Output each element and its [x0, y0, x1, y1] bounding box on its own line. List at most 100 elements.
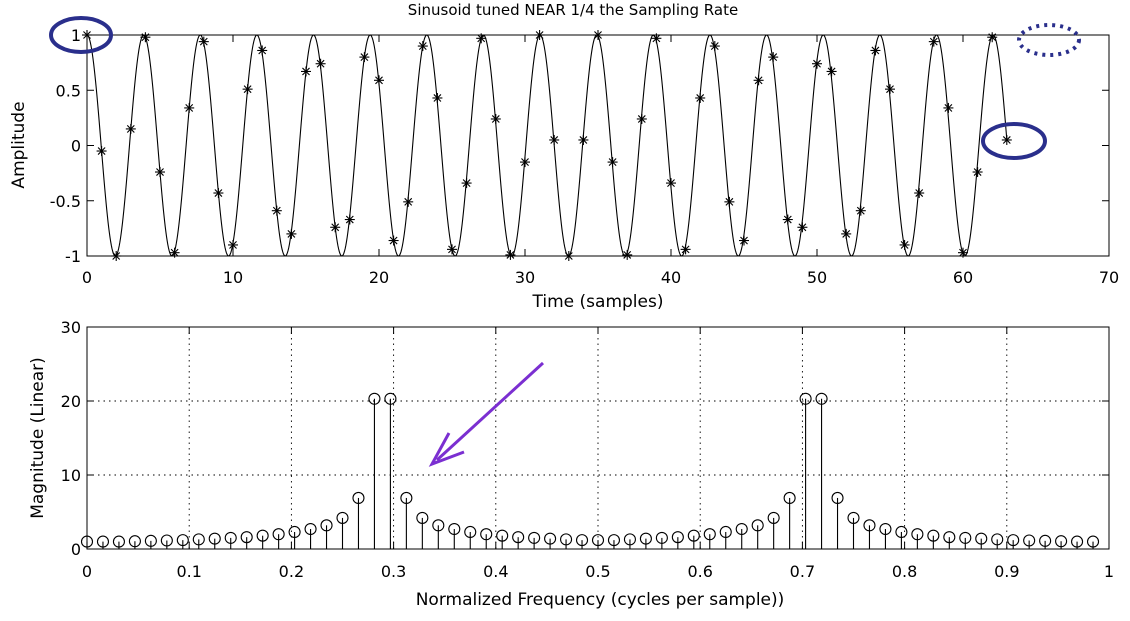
- top-chart-title: Sinusoid tuned NEAR 1/4 the Sampling Rat…: [408, 1, 738, 19]
- bottom-stem-marker: [719, 525, 732, 539]
- bottom-y-tick-label: 10: [61, 466, 81, 485]
- bottom-stem: [639, 532, 652, 549]
- bottom-stem-marker: [352, 491, 365, 504]
- bottom-stem-marker: [975, 532, 988, 545]
- top-y-tick-label: -0.5: [50, 192, 81, 211]
- bottom-x-tick-label: 0.1: [176, 562, 201, 581]
- bottom-stem-marker: [432, 519, 445, 532]
- top-sample-marker: [461, 178, 472, 189]
- top-sample-marker: [125, 123, 136, 134]
- top-sample-marker-stroke: [126, 125, 135, 133]
- top-sample-marker-stroke: [842, 229, 851, 238]
- top-sample-marker: [1001, 134, 1012, 145]
- bottom-stem: [128, 535, 141, 549]
- top-sample-marker-stroke: [316, 59, 325, 68]
- top-sample-marker: [315, 58, 326, 69]
- top-x-tick-label: 40: [661, 268, 681, 287]
- top-sample-marker-stroke: [302, 67, 310, 76]
- bottom-stem-marker: [320, 519, 333, 532]
- top-sample-marker: [899, 239, 910, 250]
- top-plot-area: [86, 34, 1110, 257]
- top-sample-marker-stroke: [535, 31, 544, 39]
- top-sample-marker: [476, 33, 487, 44]
- top-y-tick-label: 1: [71, 26, 81, 45]
- bottom-stem-marker: [703, 528, 716, 541]
- bottom-stem: [703, 528, 716, 549]
- top-sample-marker-stroke: [623, 250, 632, 259]
- top-chart: Sinusoid tuned NEAR 1/4 the Sampling Rat…: [9, 1, 1119, 312]
- top-x-tick-label: 50: [807, 268, 827, 287]
- annotation-ellipse-last-sample: [981, 122, 1047, 160]
- top-x-tick-label: 20: [369, 268, 389, 287]
- bottom-stem-marker: [655, 531, 668, 544]
- top-sample-marker: [724, 196, 735, 207]
- bottom-stem: [847, 511, 860, 549]
- bottom-stem-marker: [1023, 534, 1036, 547]
- top-sample-markers: [82, 30, 1012, 261]
- bottom-stem: [751, 519, 764, 549]
- bottom-stem: [831, 491, 844, 549]
- top-sample-marker: [344, 214, 355, 225]
- bottom-stem-marker: [847, 511, 860, 524]
- top-sample-marker-stroke: [579, 136, 588, 144]
- bottom-stem: [895, 525, 908, 549]
- top-sample-marker-stroke: [404, 197, 413, 206]
- top-sample-marker: [636, 113, 647, 124]
- top-sample-marker: [885, 84, 895, 95]
- bottom-x-tick-label: 0.5: [585, 562, 610, 581]
- bottom-stem: [336, 511, 349, 549]
- bottom-stem-marker: [751, 519, 764, 532]
- bottom-stem: [655, 531, 668, 549]
- top-sample-marker: [140, 32, 151, 43]
- top-x-tick-label: 60: [953, 268, 973, 287]
- top-sample-marker: [432, 92, 443, 103]
- top-sample-marker-stroke: [170, 248, 179, 257]
- bottom-stem: [144, 534, 157, 549]
- bottom-stem: [240, 531, 253, 549]
- top-sample-marker: [257, 45, 268, 56]
- top-sample-marker: [782, 214, 793, 225]
- top-sample-marker: [286, 228, 297, 239]
- bottom-stem-marker: [687, 529, 700, 542]
- bottom-stem-marker: [1055, 535, 1068, 548]
- bottom-stem-marker: [304, 522, 317, 536]
- bottom-stem-marker: [128, 535, 141, 548]
- top-sample-marker: [447, 244, 457, 255]
- bottom-stem-marker: [96, 535, 110, 548]
- bottom-stem-marker: [879, 522, 892, 536]
- bottom-stem-marker: [192, 533, 205, 546]
- bottom-stem: [512, 531, 525, 549]
- top-sample-marker: [490, 113, 501, 124]
- top-sample-marker: [271, 205, 282, 216]
- bottom-stem: [496, 529, 509, 549]
- top-sample-marker-stroke: [214, 189, 223, 197]
- bottom-stem-marker: [943, 531, 956, 544]
- top-sample-marker-stroke: [608, 158, 617, 166]
- top-y-ticks: -1 -0.5 0 0.5 1: [50, 26, 1109, 266]
- bottom-stem: [607, 534, 621, 549]
- bottom-stem: [384, 392, 397, 549]
- top-sample-marker: [169, 247, 180, 258]
- top-sample-marker-stroke: [710, 42, 719, 50]
- top-sample-marker: [198, 36, 209, 47]
- top-sample-marker: [578, 134, 589, 145]
- bottom-stem-marker: [815, 392, 828, 405]
- top-sample-marker: [841, 228, 852, 239]
- bottom-stem: [208, 532, 221, 549]
- bottom-stem: [1055, 535, 1068, 549]
- bottom-stem-marker: [480, 528, 493, 541]
- top-sample-marker: [505, 249, 516, 260]
- bottom-y-tick-label: 0: [71, 540, 81, 559]
- bottom-stem-marker: [991, 533, 1004, 546]
- top-y-tick-label: 0: [71, 137, 81, 156]
- top-sample-marker: [374, 75, 384, 86]
- bottom-stem-marker: [623, 533, 636, 546]
- top-sample-marker-stroke: [418, 42, 427, 50]
- top-sample-marker: [622, 249, 633, 260]
- top-sample-marker-stroke: [97, 147, 106, 155]
- bottom-stem-marker: [1071, 535, 1084, 548]
- bottom-stem-marker: [240, 531, 253, 544]
- top-sample-marker-stroke: [564, 252, 573, 260]
- bottom-stem-marker: [799, 392, 812, 405]
